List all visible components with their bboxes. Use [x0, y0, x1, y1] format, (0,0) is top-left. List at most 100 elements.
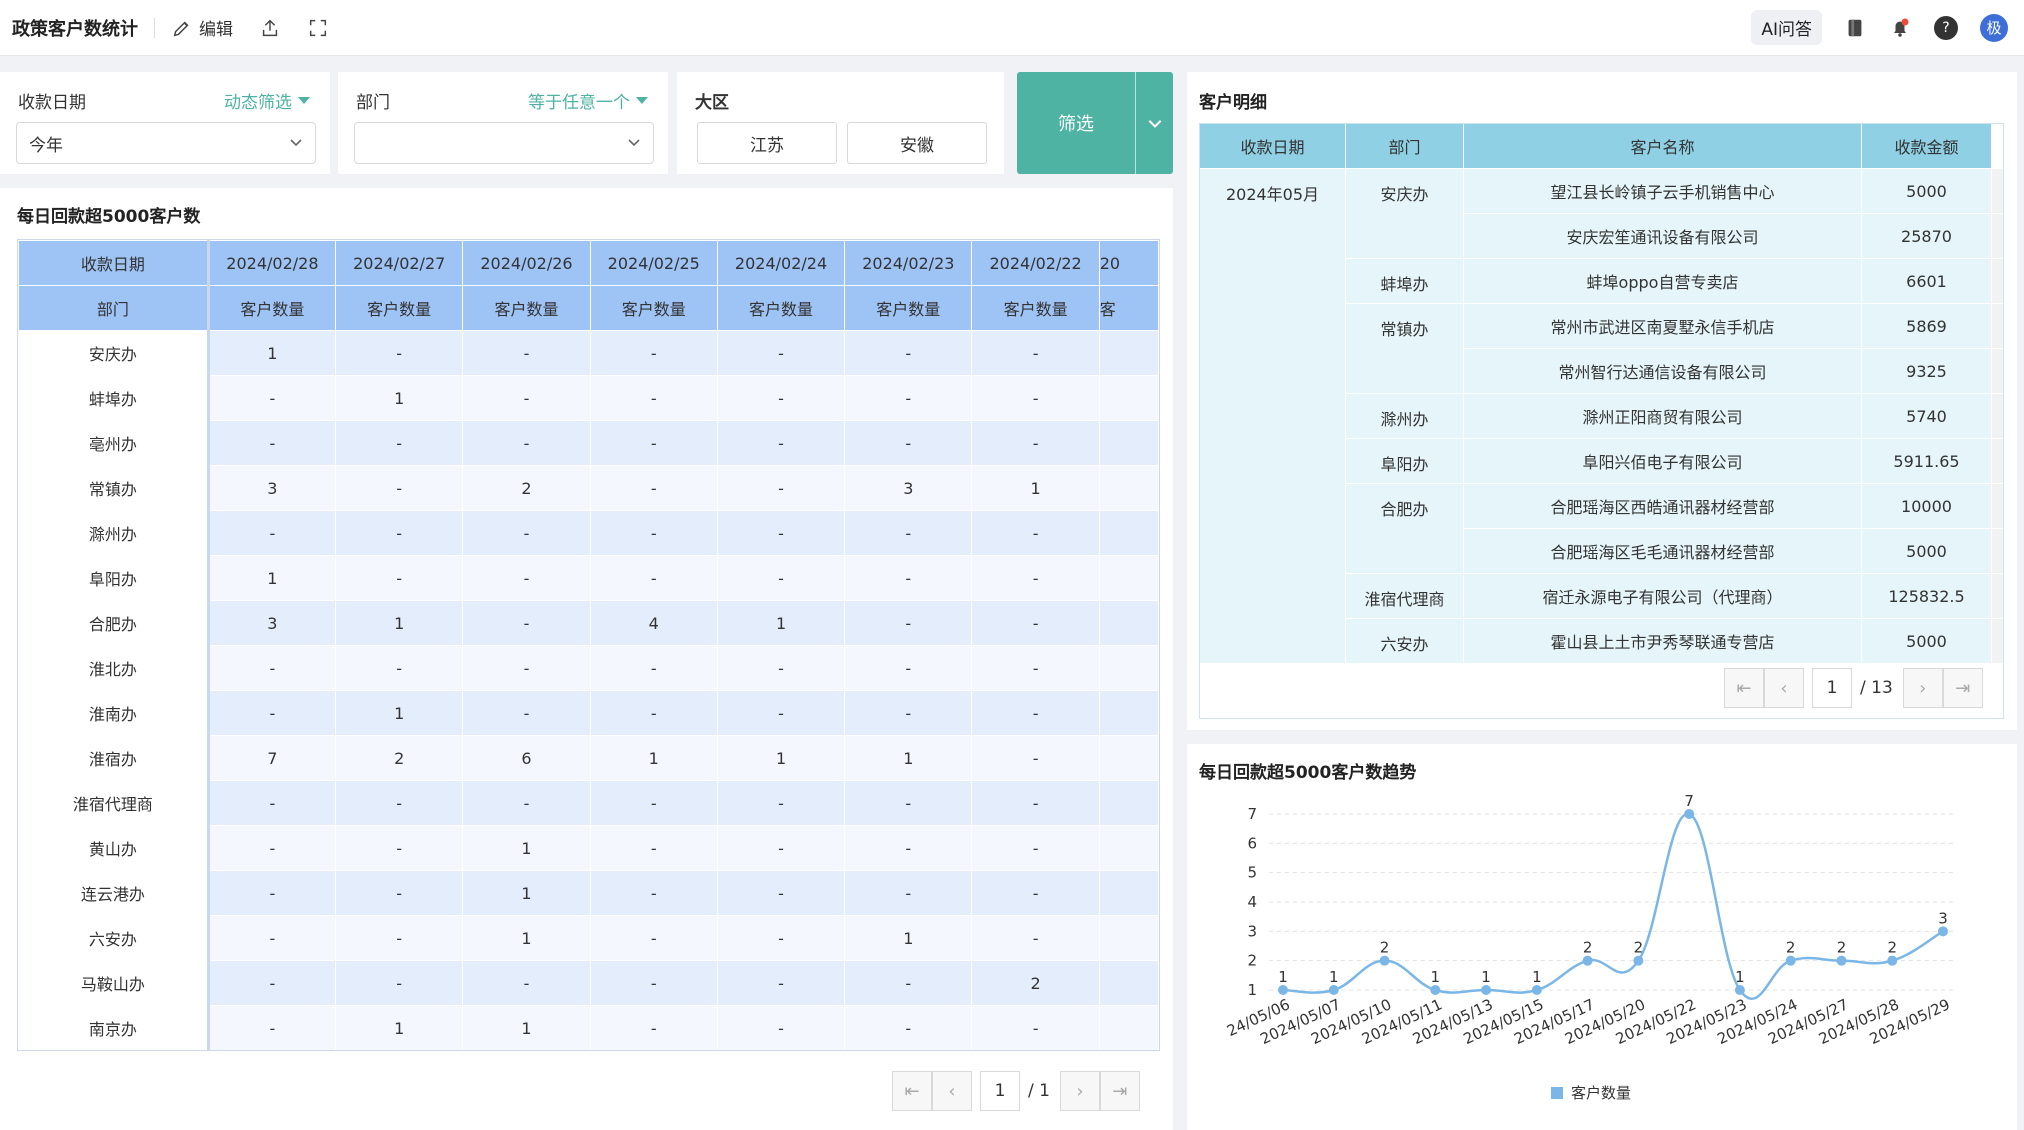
- value-cell: [1098, 465, 1159, 511]
- series-line: [1282, 812, 1944, 1000]
- value-cell: 1: [207, 555, 337, 601]
- bell-icon[interactable]: [1888, 16, 1912, 40]
- dept-select[interactable]: [354, 122, 654, 164]
- daily-count-table-viewport[interactable]: 收款日期 2024/02/28 2024/02/27 2024/02/26 2024/0…: [17, 239, 1160, 1051]
- value-cell: -: [462, 510, 591, 556]
- header-date[interactable]: 20: [1098, 240, 1159, 286]
- header-date[interactable]: 2024/02/25: [589, 240, 718, 286]
- filter-dept-mode[interactable]: 等于任意一个: [528, 88, 648, 113]
- filter-button[interactable]: 筛选: [1058, 114, 1094, 135]
- header-date[interactable]: 2024/02/23: [844, 240, 973, 286]
- amount-cell: 5000: [1861, 528, 1992, 574]
- value-cell: -: [589, 1005, 718, 1050]
- edit-button[interactable]: 编辑: [171, 15, 233, 40]
- value-cell: -: [207, 645, 337, 691]
- help-icon[interactable]: ?: [1934, 15, 1958, 40]
- value-cell: [1098, 645, 1159, 691]
- scrollbar-track[interactable]: [1991, 348, 2005, 394]
- filter-region-label: 大区: [695, 93, 729, 113]
- chevron-down-icon: [1148, 119, 1161, 128]
- header-date[interactable]: 2024/02/28: [207, 240, 337, 286]
- value-cell: [972, 1051, 1099, 1052]
- data-point: [1785, 955, 1796, 966]
- value-cell: -: [971, 420, 1100, 466]
- value-cell: -: [462, 690, 591, 736]
- data-point: [1328, 985, 1339, 995]
- table-row[interactable]: 合肥瑶海区毛毛通讯器材经营部 5000: [1200, 528, 2005, 574]
- data-label: 1: [1431, 968, 1441, 986]
- value-cell: -: [335, 915, 464, 961]
- table-row[interactable]: 淮宿代理商 宿迁永源电子有限公司（代理商） 125832.5: [1200, 573, 2005, 619]
- next-page-button[interactable]: ›: [1059, 1071, 1100, 1111]
- header-date[interactable]: 2024/02/27: [335, 240, 464, 286]
- region-option-anhui[interactable]: 安徽: [847, 122, 987, 164]
- prev-page-button[interactable]: ‹: [1764, 668, 1804, 708]
- value-cell: -: [589, 330, 718, 376]
- table-row[interactable]: 阜阳办 阜阳兴佰电子有限公司 5911.65: [1200, 438, 2005, 484]
- value-cell: -: [589, 555, 718, 601]
- value-cell: -: [716, 375, 846, 421]
- scrollbar-track[interactable]: [1991, 618, 2005, 664]
- scrollbar-track[interactable]: [1991, 213, 2005, 259]
- value-cell: -: [716, 330, 846, 376]
- data-label: 7: [1684, 792, 1694, 810]
- header-metric: 客户数量: [971, 285, 1100, 331]
- data-label: 2: [1380, 939, 1390, 957]
- next-page-button[interactable]: ›: [1902, 668, 1943, 708]
- table-row[interactable]: 六安办 霍山县上土市尹秀琴联通专营店 5000: [1200, 618, 2005, 664]
- header-metric: 客户数量: [589, 285, 718, 331]
- data-point: [1684, 809, 1695, 819]
- table-row[interactable]: 合肥办 合肥瑶海区西皓通讯器材经营部 10000: [1200, 483, 2005, 574]
- page-input[interactable]: 1: [1812, 668, 1852, 708]
- page-input[interactable]: 1: [980, 1071, 1020, 1111]
- filter-dropdown-button[interactable]: [1135, 72, 1173, 174]
- filter-dept-mode-label: 等于任意一个: [528, 93, 630, 113]
- value-cell: -: [335, 465, 464, 511]
- chart-legend[interactable]: 客户数量: [1551, 1082, 1631, 1103]
- value-cell: 1: [462, 915, 591, 961]
- value-cell: -: [971, 555, 1100, 601]
- filter-date-mode[interactable]: 动态筛选: [224, 88, 310, 113]
- scroll-gutter: [1991, 123, 2005, 169]
- dept-cell: 南京办: [18, 1005, 210, 1050]
- dept-cell: 六安办: [18, 915, 210, 961]
- scrollbar-track[interactable]: [1991, 168, 2005, 214]
- detail-header[interactable]: 收款日期: [1199, 123, 1346, 169]
- table-row[interactable]: 常州智行达通信设备有限公司 9325: [1200, 348, 2005, 394]
- customer-name-cell: 滁州正阳商贸有限公司: [1463, 393, 1862, 439]
- header-date[interactable]: 2024/02/22: [971, 240, 1100, 286]
- header-date[interactable]: 2024/02/26: [462, 240, 591, 286]
- last-page-button[interactable]: ⇥: [1942, 668, 1983, 708]
- detail-header[interactable]: 收款金额: [1861, 123, 1992, 169]
- region-option-jiangsu[interactable]: 江苏: [697, 122, 837, 164]
- first-page-button[interactable]: ⇤: [1724, 668, 1764, 708]
- header-metric: 客户数量: [716, 285, 846, 331]
- table-row[interactable]: 2024年05月 安庆办 望江县长岭镇子云手机销售中心 5000: [1199, 168, 2005, 664]
- scrollbar-track[interactable]: [1991, 483, 2005, 529]
- value-cell: -: [335, 960, 464, 1006]
- scrollbar-track[interactable]: [1991, 303, 2005, 349]
- scrollbar-track[interactable]: [1991, 528, 2005, 574]
- ai-qa-button[interactable]: AI问答: [1751, 10, 1822, 45]
- table-row[interactable]: 滁州办 滁州正阳商贸有限公司 5740: [1200, 393, 2005, 439]
- table-row[interactable]: 安庆宏笙通讯设备有限公司 25870: [1200, 213, 2005, 259]
- scrollbar-track[interactable]: [1991, 573, 2005, 619]
- first-page-button[interactable]: ⇤: [892, 1071, 932, 1111]
- dept-cell: 淮宿办: [18, 735, 210, 781]
- table-row[interactable]: 蚌埠办 蚌埠oppo自营专卖店 6601: [1200, 258, 2005, 304]
- value-cell: -: [971, 690, 1100, 736]
- share-icon[interactable]: [259, 17, 281, 39]
- scrollbar-track[interactable]: [1991, 393, 2005, 439]
- value-cell: -: [844, 870, 973, 916]
- date-select[interactable]: 今年: [16, 122, 316, 164]
- prev-page-button[interactable]: ‹: [932, 1071, 972, 1111]
- fullscreen-icon[interactable]: [307, 17, 329, 39]
- value-cell: -: [844, 780, 973, 826]
- avatar[interactable]: 极: [1980, 13, 2008, 42]
- last-page-button[interactable]: ⇥: [1099, 1071, 1140, 1111]
- book-icon[interactable]: [1844, 17, 1866, 39]
- header-date[interactable]: 2024/02/24: [716, 240, 846, 286]
- value-cell: [463, 1051, 590, 1052]
- scrollbar-track[interactable]: [1991, 258, 2005, 304]
- page-total: / 1: [1028, 1081, 1050, 1101]
